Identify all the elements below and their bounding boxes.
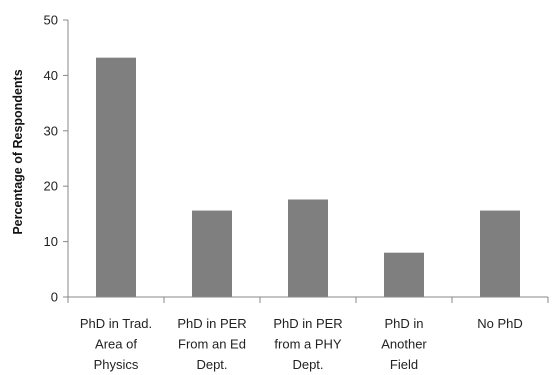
x-category-label-line: No PhD: [477, 316, 523, 331]
x-category-label: PhD in PER from a PHY Dept.: [273, 316, 342, 372]
bars: [96, 57, 520, 298]
bar: [288, 199, 328, 297]
y-tick-label: 40: [44, 68, 58, 83]
bar: [480, 210, 520, 297]
bar: [384, 252, 424, 297]
x-category-label-line: Field: [390, 357, 418, 372]
x-category-label: PhD in Trad. Area of Physics: [80, 316, 152, 372]
x-category-label: PhD in Another Field: [381, 316, 427, 372]
x-axis: [67, 296, 549, 303]
x-category-label-line: PhD in PER: [177, 316, 246, 331]
x-category-label-line: PhD in PER: [273, 316, 342, 331]
y-tick-label: 50: [44, 13, 58, 28]
x-category-label-line: from a PHY: [274, 337, 342, 352]
bar: [192, 210, 232, 297]
y-tick-label: 0: [51, 290, 58, 305]
x-category-label-line: Dept.: [292, 357, 323, 372]
x-category-label-line: Physics: [94, 357, 139, 372]
y-axis-title: Percentage of Respondents: [11, 69, 25, 234]
y-axis: 0 10 20 30 40 50: [44, 13, 69, 305]
x-category-label-line: From an Ed: [178, 337, 246, 352]
x-category-label: No PhD: [477, 316, 523, 331]
x-category-label: PhD in PER From an Ed Dept.: [177, 316, 246, 372]
x-category-label-line: Another: [381, 337, 427, 352]
x-category-label-line: PhD in: [384, 316, 423, 331]
x-category-label-line: Dept.: [196, 357, 227, 372]
y-tick-label: 30: [44, 123, 58, 138]
bar: [96, 57, 136, 298]
x-category-label-line: Area of: [95, 337, 137, 352]
category-labels: PhD in Trad. Area of Physics PhD in PER From…: [80, 316, 523, 372]
x-category-label-line: PhD in Trad.: [80, 316, 152, 331]
y-tick-label: 20: [44, 179, 58, 194]
y-tick-label: 10: [44, 234, 58, 249]
